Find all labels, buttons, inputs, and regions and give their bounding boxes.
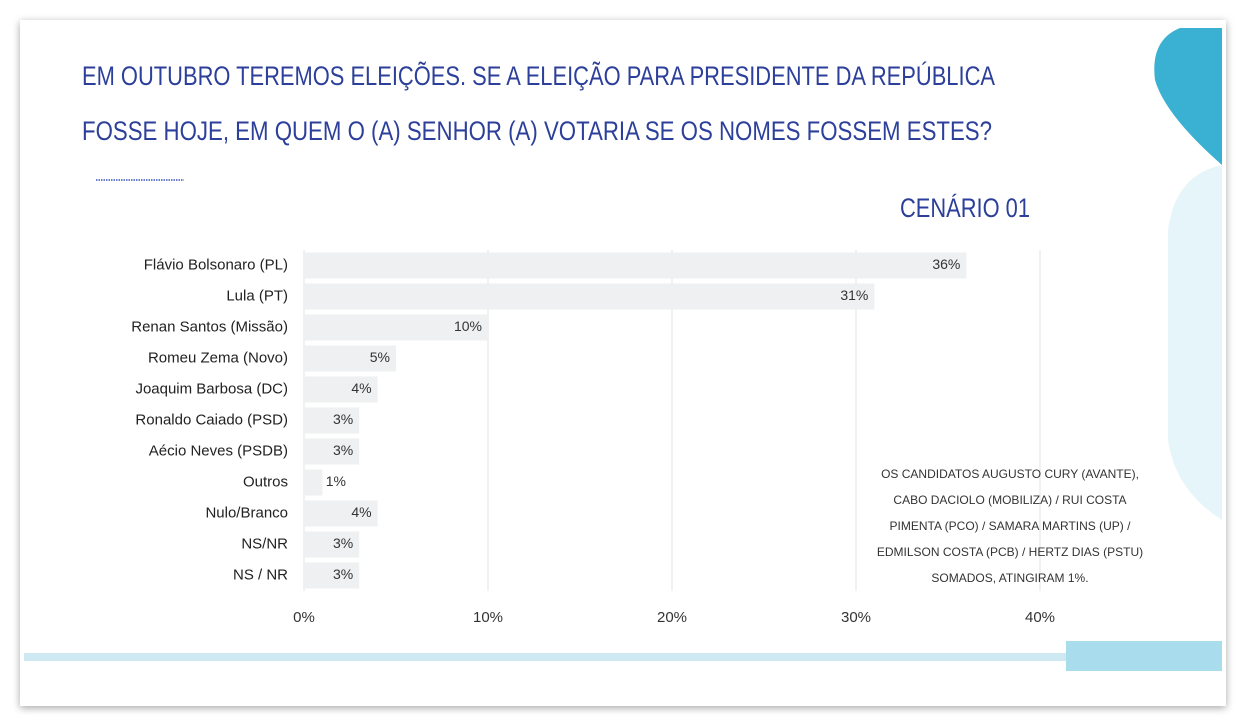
x-tick-label: 0% (293, 609, 315, 626)
bar (304, 283, 875, 310)
category-label: NS / NR (233, 566, 288, 583)
x-tick-label: 30% (841, 609, 871, 626)
value-label: 5% (370, 349, 390, 365)
value-label: 10% (454, 318, 482, 334)
category-label: Joaquim Barbosa (DC) (135, 380, 288, 397)
bar (304, 345, 396, 372)
title-line: FOSSE HOJE, EM QUEM O (A) SENHOR (A) VOT… (82, 116, 992, 146)
category-label: Romeu Zema (Novo) (148, 349, 288, 366)
bar (304, 252, 967, 279)
annotation-line: SOMADOS, ATINGIRAM 1%. (931, 571, 1088, 585)
bar (304, 376, 378, 403)
decor-shape (1168, 165, 1222, 520)
bar (304, 562, 360, 589)
bar (304, 500, 378, 527)
value-label: 3% (333, 442, 353, 458)
x-tick-label: 40% (1025, 609, 1055, 626)
annotation-line: PIMENTA (PCO) / SAMARA MARTINS (UP) / (890, 519, 1132, 533)
category-label: Renan Santos (Missão) (131, 318, 288, 335)
category-label: Outros (243, 473, 288, 490)
subtitle: CENÁRIO 01 (900, 193, 1030, 223)
category-label: Ronaldo Caiado (PSD) (135, 411, 288, 428)
bar (304, 438, 360, 465)
category-label: Aécio Neves (PSDB) (149, 442, 288, 459)
category-label: Lula (PT) (226, 287, 288, 304)
value-label: 36% (932, 256, 960, 272)
decor-stripe (24, 653, 1168, 661)
bar (304, 531, 360, 558)
category-label: Nulo/Branco (205, 504, 288, 521)
annotation-line: OS CANDIDATOS AUGUSTO CURY (AVANTE), (881, 467, 1139, 481)
value-label: 3% (333, 535, 353, 551)
annotation-line: EDMILSON COSTA (PCB) / HERTZ DIAS (PSTU) (877, 545, 1143, 559)
x-tick-label: 10% (473, 609, 503, 626)
bar (304, 407, 360, 434)
decor-shape (1154, 28, 1222, 165)
x-tick-label: 20% (657, 609, 687, 626)
value-label: 4% (351, 380, 371, 396)
bar (304, 314, 488, 341)
bar (304, 469, 323, 496)
value-label: 3% (333, 566, 353, 582)
category-label: Flávio Bolsonaro (PL) (144, 256, 288, 273)
category-label: NS/NR (241, 535, 288, 552)
annotation-line: CABO DACIOLO (MOBILIZA) / RUI COSTA (893, 493, 1126, 507)
value-label: 1% (326, 473, 346, 489)
slide-frame (20, 20, 1226, 706)
decor-block (1066, 641, 1222, 671)
title-line: EM OUTUBRO TEREMOS ELEIÇÕES. SE A ELEIÇÃ… (82, 60, 995, 91)
value-label: 3% (333, 411, 353, 427)
value-label: 4% (351, 504, 371, 520)
value-label: 31% (840, 287, 868, 303)
